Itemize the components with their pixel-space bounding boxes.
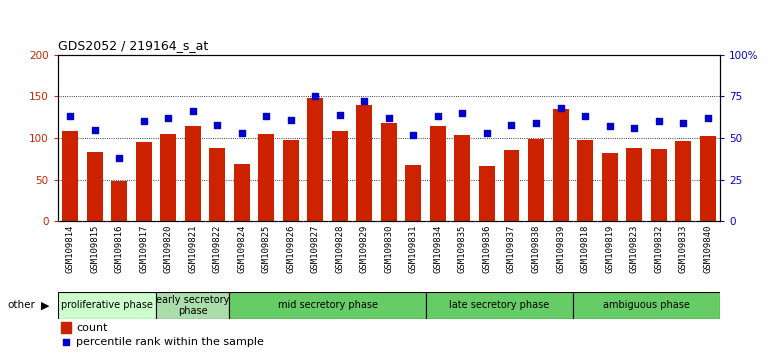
Point <box>64 114 76 119</box>
Point <box>480 130 493 136</box>
Bar <box>454 135 470 221</box>
Text: GSM109833: GSM109833 <box>678 225 688 273</box>
Point <box>285 117 297 122</box>
Point <box>236 130 248 136</box>
Point <box>554 105 567 111</box>
Text: GSM109840: GSM109840 <box>703 225 712 273</box>
Text: other: other <box>8 300 35 310</box>
Point <box>60 340 72 346</box>
Bar <box>86 152 102 221</box>
Bar <box>111 181 127 221</box>
Text: early secretory
phase: early secretory phase <box>156 295 229 316</box>
Point <box>358 99 370 104</box>
Text: ambiguous phase: ambiguous phase <box>603 300 690 310</box>
Text: mid secretory phase: mid secretory phase <box>277 300 377 310</box>
Bar <box>234 164 249 221</box>
Text: GSM109824: GSM109824 <box>237 225 246 273</box>
Text: GSM109839: GSM109839 <box>556 225 565 273</box>
Point <box>407 132 420 138</box>
Point <box>652 119 665 124</box>
Bar <box>58 292 156 319</box>
Point <box>211 122 223 127</box>
Text: GSM109832: GSM109832 <box>654 225 663 273</box>
Bar <box>357 105 373 221</box>
Bar <box>136 142 152 221</box>
Bar <box>185 126 201 221</box>
Bar <box>573 292 720 319</box>
Point <box>162 115 174 121</box>
Point <box>137 119 149 124</box>
Bar <box>160 134 176 221</box>
Text: GSM109817: GSM109817 <box>139 225 148 273</box>
Text: GSM109819: GSM109819 <box>605 225 614 273</box>
Text: GSM109825: GSM109825 <box>262 225 271 273</box>
Bar <box>381 123 397 221</box>
Point <box>260 114 273 119</box>
Bar <box>528 139 544 221</box>
Text: GSM109830: GSM109830 <box>384 225 393 273</box>
Point <box>333 112 346 118</box>
Bar <box>553 109 568 221</box>
Text: percentile rank within the sample: percentile rank within the sample <box>76 337 264 348</box>
Text: GSM109822: GSM109822 <box>213 225 222 273</box>
Text: GSM109816: GSM109816 <box>115 225 123 273</box>
Point <box>677 120 689 126</box>
Text: proliferative phase: proliferative phase <box>61 300 152 310</box>
Point <box>604 124 616 129</box>
Bar <box>156 292 229 319</box>
Text: ▶: ▶ <box>41 300 49 310</box>
Text: GSM109820: GSM109820 <box>163 225 172 273</box>
Bar <box>61 322 71 333</box>
Point <box>457 110 469 116</box>
Bar <box>479 166 495 221</box>
Point <box>186 109 199 114</box>
Text: GSM109838: GSM109838 <box>531 225 541 273</box>
Bar <box>700 136 715 221</box>
Text: GSM109818: GSM109818 <box>581 225 590 273</box>
Bar <box>504 150 520 221</box>
Bar <box>209 148 225 221</box>
Bar <box>283 140 299 221</box>
Bar <box>626 148 642 221</box>
Text: late secretory phase: late secretory phase <box>449 300 549 310</box>
Point <box>113 155 126 161</box>
Bar <box>405 165 421 221</box>
Text: GSM109828: GSM109828 <box>335 225 344 273</box>
Text: GSM109835: GSM109835 <box>458 225 467 273</box>
Bar <box>62 131 78 221</box>
Bar <box>307 98 323 221</box>
Text: GSM109826: GSM109826 <box>286 225 295 273</box>
Text: GDS2052 / 219164_s_at: GDS2052 / 219164_s_at <box>58 39 208 52</box>
Bar <box>426 292 573 319</box>
Bar <box>675 141 691 221</box>
Text: GSM109834: GSM109834 <box>434 225 443 273</box>
Text: count: count <box>76 322 108 332</box>
Point <box>628 125 641 131</box>
Text: GSM109831: GSM109831 <box>409 225 418 273</box>
Point <box>530 120 542 126</box>
Text: GSM109837: GSM109837 <box>507 225 516 273</box>
Point <box>89 127 101 132</box>
Text: GSM109829: GSM109829 <box>360 225 369 273</box>
Point <box>432 114 444 119</box>
Text: GSM109836: GSM109836 <box>483 225 491 273</box>
Text: GSM109827: GSM109827 <box>311 225 320 273</box>
Point <box>701 115 714 121</box>
Text: GSM109814: GSM109814 <box>65 225 75 273</box>
Bar <box>332 131 348 221</box>
Text: GSM109821: GSM109821 <box>188 225 197 273</box>
Bar <box>577 140 593 221</box>
Bar <box>258 134 274 221</box>
Point <box>579 114 591 119</box>
Bar <box>229 292 426 319</box>
Bar <box>430 126 446 221</box>
Point <box>383 115 395 121</box>
Bar <box>651 149 667 221</box>
Point <box>309 94 321 99</box>
Text: GSM109823: GSM109823 <box>630 225 638 273</box>
Text: GSM109815: GSM109815 <box>90 225 99 273</box>
Bar <box>601 153 618 221</box>
Point <box>505 122 517 127</box>
